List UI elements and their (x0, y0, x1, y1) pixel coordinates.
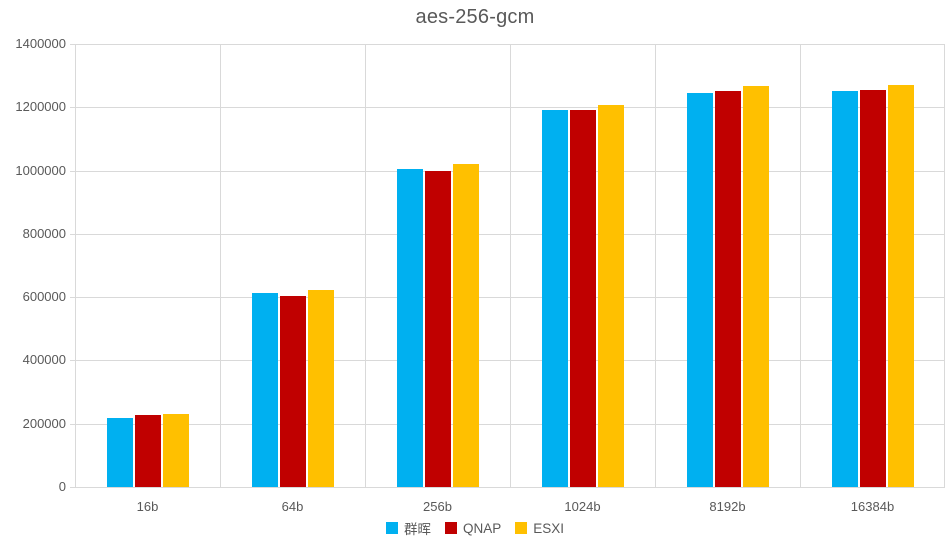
x-tick-label: 64b (281, 499, 304, 514)
y-gridline (75, 487, 945, 488)
x-tick-label: 16b (136, 499, 159, 514)
bar-ESXI-1024b (597, 105, 624, 487)
x-gridline (365, 44, 366, 487)
y-tick-label: 1000000 (15, 162, 66, 178)
x-gridline (75, 44, 76, 487)
chart-title: aes-256-gcm (415, 6, 535, 28)
y-tick-label: 1400000 (15, 36, 66, 51)
y-axis-tick (70, 233, 75, 235)
x-tick-label: 256b (423, 499, 452, 514)
bar-ESXI-64b (307, 290, 334, 487)
bar-群晖-256b (396, 169, 423, 487)
legend-item-群晖: 群晖 (385, 518, 431, 538)
bar-群晖-16384b (831, 91, 858, 487)
bar-QNAP-16384b (859, 90, 886, 487)
bar-QNAP-256b (424, 171, 451, 487)
y-axis-tick (70, 297, 75, 299)
y-axis-tick (70, 487, 75, 488)
x-tick-label: 16384b (850, 499, 895, 514)
bar-QNAP-64b (279, 296, 306, 487)
bar-ESXI-16384b (887, 85, 914, 487)
x-gridline (800, 44, 801, 487)
legend-swatch-icon (444, 522, 457, 534)
legend-item-QNAP: QNAP (444, 520, 502, 536)
y-tick-label: 600000 (22, 289, 66, 305)
legend: 群晖 QNAP ESXI (0, 518, 950, 538)
x-tick-label: 1024b (564, 499, 601, 514)
x-gridline (220, 44, 221, 487)
y-tick-label: 1200000 (15, 99, 66, 115)
y-axis-tick (70, 107, 75, 109)
x-gridline (510, 44, 511, 487)
y-axis-tick (70, 170, 75, 172)
bar-QNAP-16b (134, 415, 161, 487)
bar-ESXI-8192b (742, 86, 769, 487)
legend-label: ESXI (533, 520, 565, 536)
legend-swatch-icon (385, 522, 398, 534)
bar-ESXI-16b (162, 414, 189, 487)
plot-area (70, 44, 945, 488)
bar-QNAP-1024b (569, 110, 596, 487)
y-axis-tick (70, 44, 75, 45)
x-tick-label: 8192b (709, 499, 746, 514)
y-tick-label: 800000 (22, 225, 66, 241)
bar-群晖-16b (106, 418, 133, 487)
x-gridline (944, 44, 945, 487)
y-tick-label: 0 (58, 479, 66, 494)
y-axis-tick (70, 360, 75, 362)
bar-群晖-1024b (541, 110, 568, 487)
bar-群晖-8192b (686, 93, 713, 487)
legend-swatch-icon (515, 522, 528, 534)
y-axis-tick (70, 423, 75, 425)
legend-item-ESXI: ESXI (515, 521, 564, 536)
bar-QNAP-8192b (714, 91, 741, 487)
bar-群晖-64b (251, 293, 278, 487)
bar-ESXI-256b (452, 164, 479, 487)
legend-label: QNAP (462, 520, 502, 536)
y-tick-label: 400000 (22, 352, 66, 368)
y-tick-label: 200000 (22, 415, 66, 431)
legend-label: 群晖 (403, 522, 431, 537)
x-gridline (655, 44, 656, 487)
